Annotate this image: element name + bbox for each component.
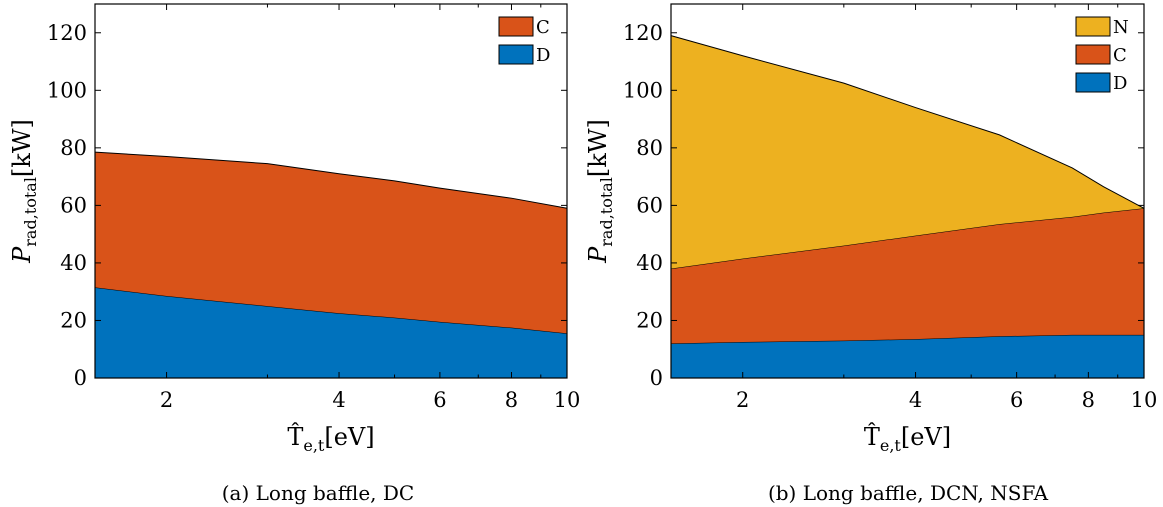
legend-swatch-C — [498, 16, 534, 37]
legend-label-D: D — [536, 45, 550, 66]
chart-panel-1: 0 20 40 60 80 100 120 2 4 6 8 10 T̂e,t[eV] Prad,total… — [8, 3, 581, 505]
figure-caption: (b) Long baffle, DCN, NSFA — [768, 481, 1049, 505]
x-tick-label: 2 — [736, 388, 749, 412]
x-tick-label: 2 — [160, 388, 173, 412]
legend-label-C: C — [536, 17, 550, 38]
legend-swatch-D — [1075, 72, 1111, 93]
area-edge-C — [94, 151, 568, 209]
x-tick-label: 6 — [433, 388, 446, 412]
x-tick-label: 8 — [1082, 388, 1095, 412]
plot-frame — [670, 3, 1145, 379]
x-axis-label: T̂e,t[eV] — [287, 423, 374, 455]
y-tick-label: 80 — [60, 136, 87, 160]
y-tick-label: 120 — [623, 21, 663, 45]
y-axis-label: Prad,total[kW] — [584, 119, 616, 264]
y-tick-label: 60 — [60, 193, 87, 217]
plot-frame — [94, 3, 568, 379]
area-C — [671, 208, 1144, 344]
y-tick-label: 100 — [47, 78, 87, 102]
y-tick-label: 80 — [636, 136, 663, 160]
legend-label-C: C — [1113, 45, 1127, 66]
y-tick-label: 60 — [636, 193, 663, 217]
area-edge-C — [670, 207, 1145, 270]
x-tick-label: 10 — [554, 388, 581, 412]
legend-swatch-C — [1075, 44, 1111, 65]
y-tick-label: 0 — [650, 366, 663, 390]
figure-caption: (a) Long baffle, DC — [222, 481, 414, 505]
y-tick-label: 40 — [636, 251, 663, 275]
y-tick-label: 20 — [636, 308, 663, 332]
area-D — [671, 334, 1144, 378]
legend-label-N: N — [1113, 17, 1129, 38]
legend-swatch-D — [498, 44, 534, 65]
area-C — [95, 152, 567, 334]
y-axis-label: Prad,total[kW] — [8, 119, 40, 264]
area-edge-N — [670, 35, 1145, 209]
y-tick-label: 40 — [60, 251, 87, 275]
area-N — [671, 35, 1144, 269]
x-tick-label: 4 — [909, 388, 922, 412]
area-D — [95, 287, 567, 378]
x-tick-label: 4 — [332, 388, 345, 412]
x-tick-label: 8 — [505, 388, 518, 412]
x-axis-label: T̂e,t[eV] — [864, 423, 951, 455]
y-tick-label: 120 — [47, 21, 87, 45]
legend-swatch-N — [1075, 16, 1111, 37]
y-tick-label: 100 — [623, 78, 663, 102]
y-tick-label: 0 — [74, 366, 87, 390]
x-tick-label: 6 — [1010, 388, 1023, 412]
chart-panel-2: 0 20 40 60 80 100 120 2 4 6 8 10 T̂e,t[eV] Prad,total… — [584, 3, 1158, 505]
y-tick-label: 20 — [60, 308, 87, 332]
legend-label-D: D — [1113, 73, 1127, 94]
x-tick-label: 10 — [1131, 388, 1158, 412]
